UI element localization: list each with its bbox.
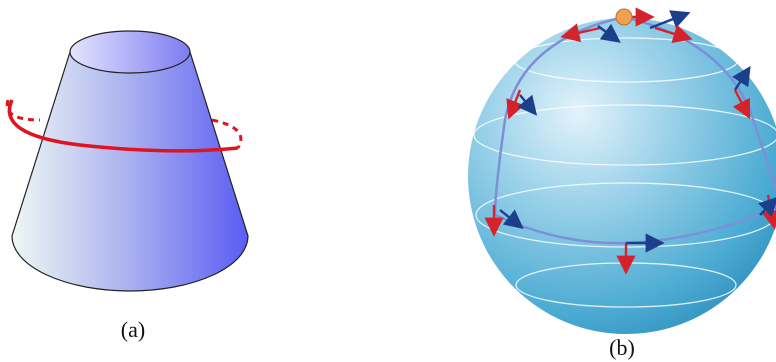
- loop-back-left: [5, 99, 41, 122]
- vectors: [484, 7, 776, 275]
- cone-top: [69, 30, 191, 74]
- sphere: [468, 18, 776, 334]
- cone-body: [11, 51, 249, 292]
- cone-panel: (a): [5, 30, 249, 342]
- panel-label: (a): [121, 317, 145, 342]
- sphere-panel: (b): [468, 7, 776, 360]
- loop-front: [7, 99, 239, 153]
- particle: [615, 8, 633, 26]
- loop-back-right: [211, 118, 243, 149]
- latitude-lines: [473, 37, 776, 308]
- panel-label: (b): [609, 335, 635, 360]
